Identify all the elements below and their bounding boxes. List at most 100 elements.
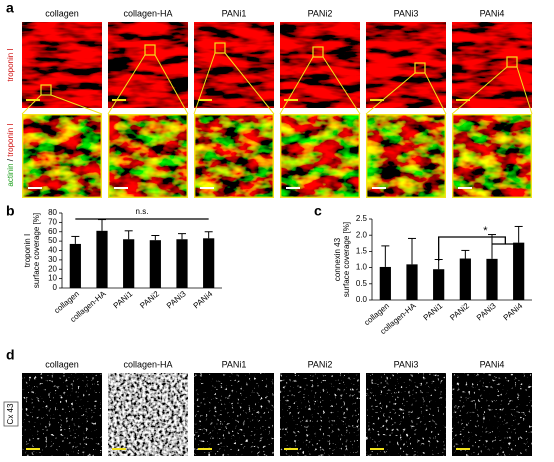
row-label-part: actinin: [6, 163, 15, 186]
column-header: PANi1: [222, 359, 247, 369]
y-tick-label: 2.5: [356, 214, 368, 223]
zoom-line: [365, 72, 416, 115]
row-label: troponin I: [6, 48, 15, 81]
y-axis-label: surface coverage [%]: [32, 213, 41, 288]
micrograph: [452, 373, 532, 456]
zoom-frame: [452, 113, 533, 198]
zoom-frame: [366, 113, 447, 198]
y-tick-label: 2.0: [356, 230, 368, 239]
y-tick-label: 70: [48, 217, 57, 226]
bar: [486, 258, 498, 300]
y-tick-label: 30: [48, 255, 57, 264]
row-label: Cx 43: [6, 403, 15, 424]
y-tick-label: 20: [48, 264, 57, 273]
zoom-frame: [193, 113, 274, 198]
y-tick-label: 40: [48, 246, 57, 255]
bar: [433, 269, 445, 300]
x-tick-label: PANi4: [192, 289, 215, 310]
zoom-frame: [22, 113, 102, 198]
micrograph: [194, 373, 274, 456]
zoom-box: [144, 44, 156, 56]
y-tick-label: 10: [48, 274, 57, 283]
zoom-line: [451, 66, 508, 115]
column-header: PANi4: [480, 8, 505, 18]
zoom-line: [424, 72, 447, 115]
micrograph: [22, 373, 102, 456]
panel-label: a: [6, 0, 14, 16]
micrograph-zoom: [366, 114, 446, 198]
x-tick-label: PANi1: [112, 289, 135, 310]
y-tick-label: 0.5: [356, 279, 368, 288]
zoom-line: [154, 54, 189, 115]
bar: [459, 258, 471, 300]
column-header: PANi4: [480, 359, 505, 369]
micrograph-zoom: [22, 114, 102, 198]
bar: [123, 239, 135, 288]
micrograph: [366, 373, 446, 456]
zoom-line: [50, 94, 103, 115]
zoom-box: [312, 46, 324, 58]
bar: [406, 264, 418, 300]
y-tick-label: 60: [48, 227, 57, 236]
micrograph-zoom: [194, 114, 274, 198]
x-tick-label: PANi1: [422, 301, 445, 322]
annotation: *: [483, 225, 488, 237]
column-header: PANi1: [222, 8, 247, 18]
zoom-box: [214, 42, 226, 54]
y-tick-label: 1.5: [356, 247, 368, 256]
row-label-part: troponin I: [6, 123, 15, 156]
zoom-line: [107, 54, 146, 115]
column-header: PANi3: [394, 359, 419, 369]
column-header: collagen: [45, 359, 79, 369]
micrograph: [22, 22, 102, 108]
y-tick-label: 0.0: [356, 295, 368, 304]
micrograph-zoom: [280, 114, 360, 198]
bar: [176, 239, 188, 288]
bar: [69, 243, 81, 288]
panel-label: d: [6, 347, 15, 363]
row-label-box: [3, 401, 19, 427]
annotation-line: [438, 236, 519, 261]
zoom-box: [414, 62, 426, 74]
y-tick-label: 0: [53, 283, 58, 292]
y-axis-label: surface coverage [%]: [342, 222, 351, 297]
zoom-line: [322, 56, 361, 115]
y-tick-label: 80: [48, 208, 57, 217]
column-header: collagen-HA: [123, 8, 172, 18]
bar: [203, 238, 215, 288]
zoom-box: [40, 84, 52, 96]
x-tick-label: PANi4: [502, 301, 525, 322]
panel-label: c: [314, 203, 322, 219]
column-header: PANi2: [308, 8, 333, 18]
column-header: collagen: [45, 8, 79, 18]
bar: [149, 240, 161, 288]
x-tick-label: PANi2: [138, 289, 161, 310]
bar: [96, 230, 108, 288]
y-axis-label: troponin I: [23, 234, 32, 267]
column-header: PANi3: [394, 8, 419, 18]
micrograph: [452, 22, 532, 108]
zoom-box: [506, 56, 518, 68]
zoom-line: [516, 66, 533, 115]
annotation: n.s.: [136, 207, 149, 216]
zoom-line: [193, 52, 216, 115]
x-tick-label: PANi3: [475, 301, 498, 322]
zoom-line: [21, 94, 42, 115]
zoom-frame: [107, 113, 188, 198]
bar: [379, 266, 391, 300]
micrograph: [280, 373, 360, 456]
column-header: PANi2: [308, 359, 333, 369]
zoom-line: [224, 52, 275, 115]
row-label: actinin / troponin I: [6, 123, 15, 186]
x-tick-label: PANi2: [448, 301, 471, 322]
panel-label: b: [6, 203, 15, 219]
zoom-line: [279, 56, 314, 115]
row-label-part: /: [6, 158, 15, 161]
micrograph: [366, 22, 446, 108]
micrograph: [108, 373, 188, 456]
y-tick-label: 50: [48, 236, 57, 245]
x-tick-label: PANi3: [165, 289, 188, 310]
micrograph-zoom: [452, 114, 532, 198]
column-header: collagen-HA: [123, 359, 172, 369]
